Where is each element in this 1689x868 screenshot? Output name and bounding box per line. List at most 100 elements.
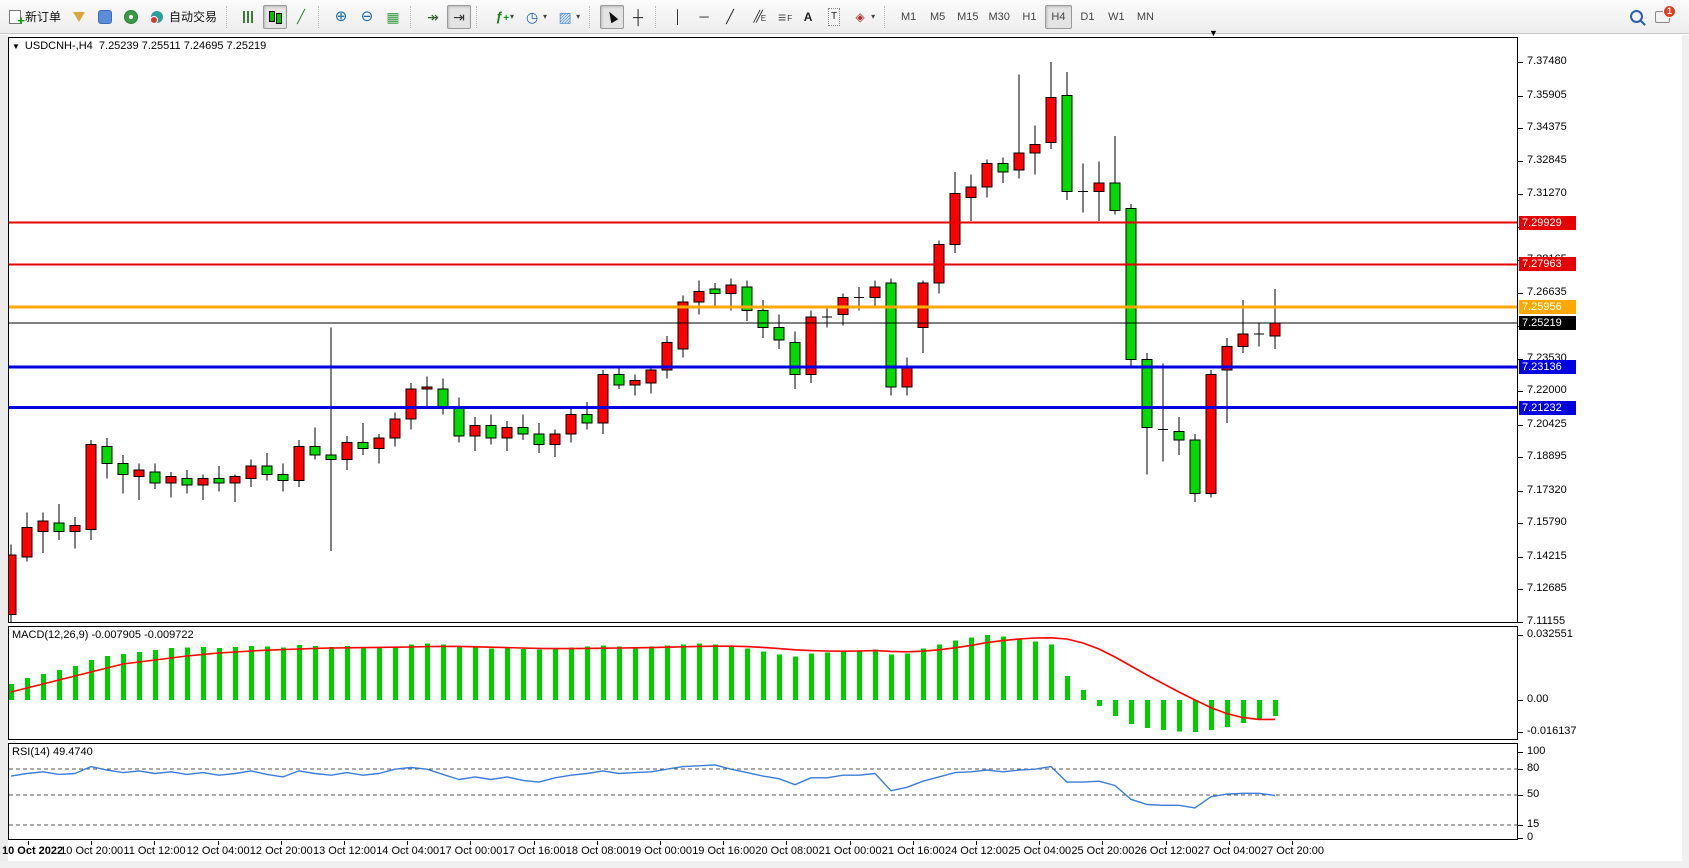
dropdown-arrow-icon[interactable]: ▾ — [871, 12, 876, 21]
label-button[interactable] — [822, 5, 846, 29]
bar-chart-button[interactable] — [237, 5, 261, 29]
time-axis-label: 27 Oct 20:00 — [1261, 845, 1324, 857]
toolbar-separator — [589, 5, 596, 28]
notification-badge: 1 — [1663, 4, 1676, 18]
trendline-icon — [722, 9, 738, 25]
channel-button[interactable] — [744, 5, 768, 29]
price-tick-label: 7.14215 — [1527, 549, 1567, 562]
new-order-button[interactable]: 新订单 — [5, 5, 65, 29]
dropdown-arrow-icon[interactable]: ▾ — [576, 12, 581, 21]
axis-tick — [1228, 841, 1230, 845]
toolbar-separator — [318, 5, 325, 28]
tile-windows-button[interactable] — [381, 5, 405, 29]
chart-title: ▼ USDCNH-,H4 7.25239 7.25511 7.24695 7.25… — [12, 40, 266, 52]
time-axis-label: 10 Oct 20:00 — [60, 845, 124, 857]
rsi-chart — [9, 764, 1517, 826]
axis-tick — [28, 841, 29, 845]
profile-button[interactable] — [93, 5, 117, 29]
timeframe-m1[interactable]: M1 — [895, 5, 922, 29]
rsi-tick-label: 15 — [1527, 818, 1540, 831]
zoom-out-button[interactable] — [355, 5, 379, 29]
timeframe-d1[interactable]: D1 — [1074, 5, 1101, 29]
line-chart-button[interactable] — [289, 5, 313, 29]
horizontal-line-button[interactable] — [692, 5, 716, 29]
axis-tick — [1518, 700, 1523, 701]
time-axis-label: 25 Oct 04:00 — [1008, 845, 1072, 857]
axis-tick — [470, 841, 472, 845]
chart-shift-marker-icon[interactable]: ▼ — [1209, 28, 1218, 38]
timeframe-m5[interactable]: M5 — [924, 5, 951, 29]
template-icon — [557, 9, 573, 25]
toolbar-group-insert: ▾ ▾ ▾ — [486, 3, 585, 31]
time-axis-label: 20 Oct 08:00 — [755, 845, 819, 857]
autoscroll-icon — [425, 9, 441, 25]
axis-tick — [1165, 841, 1167, 845]
axis-tick — [533, 841, 535, 845]
timeframe-h4[interactable]: H4 — [1044, 4, 1072, 29]
axis-tick — [1518, 160, 1523, 162]
funnel-icon — [71, 9, 87, 25]
chart-area: ▼ USDCNH-,H4 7.25239 7.25511 7.24695 7.25… — [0, 28, 1689, 868]
cursor-button[interactable] — [600, 4, 625, 29]
candlestick-button[interactable] — [263, 4, 288, 29]
search-icon — [1628, 9, 1644, 25]
timeframe-w1[interactable]: W1 — [1103, 5, 1130, 29]
autotrading-button[interactable]: 自动交易 — [145, 5, 221, 29]
axis-tick — [1518, 194, 1523, 196]
toolbar-right: 1 — [1623, 4, 1676, 29]
timeframe-mn[interactable]: MN — [1132, 5, 1159, 29]
templates-button[interactable]: ▾ — [553, 5, 584, 29]
time-axis-label: 11 Oct 12:00 — [123, 845, 186, 857]
periods-button[interactable]: ▾ — [520, 5, 551, 29]
axis-tick — [912, 841, 914, 845]
rsi-pane[interactable] — [8, 743, 1518, 840]
axis-tick — [1518, 292, 1523, 294]
funnel-button[interactable] — [67, 5, 91, 29]
chart-shift-button[interactable] — [447, 4, 472, 29]
toolbar-group-objects: ▾ — [665, 3, 880, 31]
axis-tick — [280, 841, 282, 845]
axis-tick — [217, 841, 219, 845]
zoom-in-button[interactable] — [329, 5, 353, 29]
price-tick-label: 7.35905 — [1527, 88, 1567, 101]
left-margin — [0, 35, 8, 868]
bottom-margin — [0, 861, 1689, 868]
macd-indicator-label: MACD(12,26,9) -0.007905 -0.009722 — [12, 629, 194, 641]
axis-tick — [1292, 841, 1293, 845]
text-button[interactable] — [796, 5, 820, 29]
chart-symbol-period: USDCNH-,H4 — [24, 40, 93, 52]
level-price-badge: 7.25956 — [1519, 300, 1576, 315]
axis-tick — [1518, 358, 1523, 360]
crosshair-button[interactable] — [626, 5, 650, 29]
timeframe-m30[interactable]: M30 — [985, 5, 1014, 29]
signal-icon — [123, 9, 139, 25]
signal-button[interactable] — [119, 5, 143, 29]
hline-icon — [696, 9, 712, 25]
arrows-button[interactable]: ▾ — [848, 5, 879, 29]
axis-tick — [1518, 622, 1523, 623]
autoscroll-button[interactable] — [421, 5, 445, 29]
axis-tick — [1518, 424, 1523, 426]
search-button[interactable] — [1624, 5, 1648, 29]
indicators-button[interactable]: ▾ — [487, 5, 518, 29]
symbol-dropdown-icon[interactable]: ▼ — [12, 42, 20, 51]
dropdown-arrow-icon[interactable]: ▾ — [510, 12, 515, 21]
vertical-line-button[interactable] — [666, 5, 690, 29]
timeframe-m1-label: M1 — [900, 10, 917, 23]
fibonacci-button[interactable] — [770, 5, 794, 29]
time-axis-label: 19 Oct 00:00 — [629, 845, 692, 857]
level-price-badge: 7.21232 — [1519, 400, 1576, 415]
toolbar-separator — [884, 5, 891, 28]
dropdown-arrow-icon[interactable]: ▾ — [543, 12, 548, 21]
trendline-button[interactable] — [718, 5, 742, 29]
notifications-button[interactable]: 1 — [1650, 4, 1676, 29]
timeframe-h1[interactable]: H1 — [1016, 5, 1043, 29]
time-axis-label: 14 Oct 04:00 — [376, 845, 440, 857]
time-axis-label: 12 Oct 20:00 — [249, 845, 313, 857]
axis-tick — [407, 841, 409, 845]
new-order-button-label: 新订单 — [25, 10, 62, 24]
cursor-icon — [604, 9, 620, 25]
timeframe-m15[interactable]: M15 — [953, 5, 982, 29]
line-icon — [293, 9, 309, 25]
